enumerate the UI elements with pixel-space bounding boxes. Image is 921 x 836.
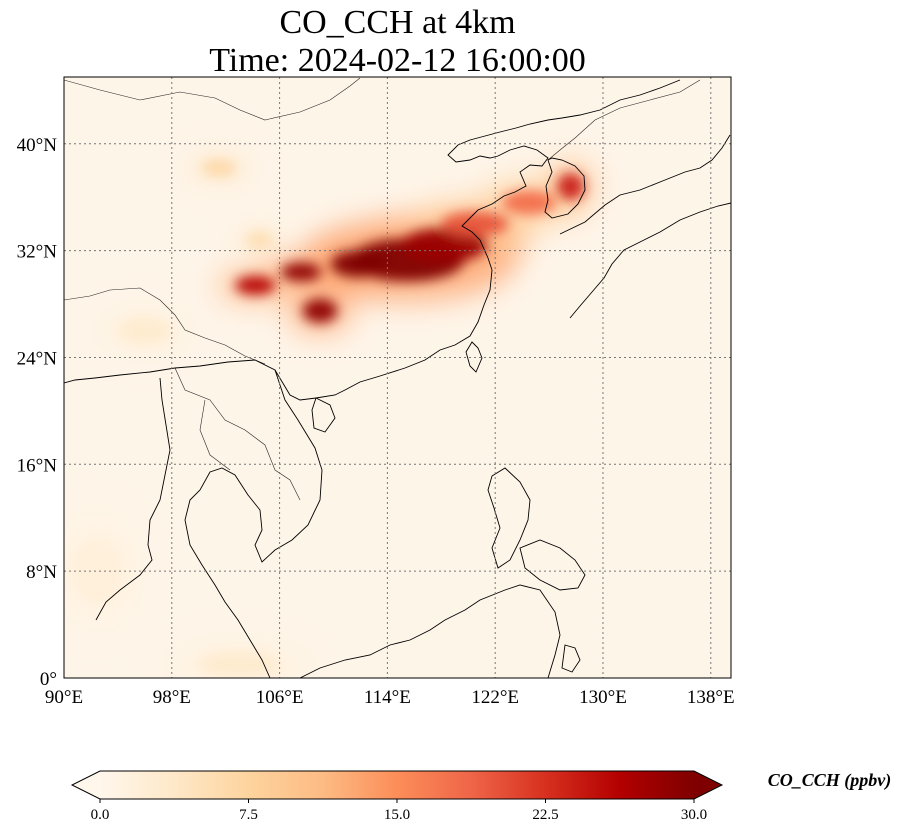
lon-tick-label: 138°E (687, 687, 735, 708)
colorbar-tick-label: 0.0 (91, 807, 110, 823)
colorbar-min-extension (72, 771, 100, 799)
lat-tick-label: 16°N (17, 455, 58, 476)
plot-frame (63, 76, 732, 679)
borders (64, 77, 701, 501)
map-title: CO_CCH at 4km (279, 4, 516, 41)
lat-tick-label: 24°N (17, 348, 58, 369)
colorbar-tick-label: 7.5 (239, 807, 258, 823)
map-plot-area[interactable] (46, 76, 732, 691)
plume-core (245, 231, 273, 248)
plume-core (400, 227, 488, 263)
lon-tick-label: 114°E (364, 687, 411, 708)
plume-core (117, 317, 172, 345)
plume-core (557, 173, 585, 200)
lat-tick-label: 40°N (17, 135, 58, 156)
plume-core (441, 211, 509, 236)
lat-tick-label: 0° (40, 669, 57, 690)
lat-tick-label: 8°N (26, 562, 57, 583)
lon-tick-label: 122°E (471, 687, 519, 708)
map-background (64, 77, 731, 678)
plume-core (235, 275, 276, 295)
colorbar-label: CO_CCH (ppbv) (767, 770, 892, 790)
lon-tick-label: 130°E (579, 687, 627, 708)
latitude-axis: 0° 8°N 16°N 24°N 32°N 40°N (17, 135, 58, 690)
plume-core (302, 298, 338, 323)
colorbar-fill (100, 771, 694, 799)
coastlines (64, 79, 731, 678)
plume-core (280, 262, 322, 282)
plume-core (198, 651, 280, 678)
lon-tick-label: 106°E (256, 687, 304, 708)
colorbar-tick-label: 22.5 (532, 807, 558, 823)
plume-core (330, 250, 385, 278)
colorbar-ticks: 0.0 7.5 15.0 22.5 30.0 (91, 799, 707, 823)
colorbar-max-extension (694, 771, 722, 799)
colorbar-tick-label: 30.0 (681, 807, 707, 823)
colorbar-tick-label: 15.0 (384, 807, 410, 823)
map-gridlines (64, 77, 731, 678)
colorbar[interactable]: 0.0 7.5 15.0 22.5 30.0 (70, 770, 724, 823)
longitude-axis: 90°E 98°E 106°E 114°E 122°E 130°E 138°E (45, 687, 735, 708)
plume-core (501, 190, 556, 215)
lat-tick-label: 32°N (17, 242, 58, 263)
plume-core (70, 537, 125, 605)
plume-core (201, 159, 237, 176)
map-time-subtitle: Time: 2024-02-12 16:00:00 (209, 42, 586, 79)
lon-tick-label: 98°E (153, 687, 191, 708)
lon-tick-label: 90°E (45, 687, 83, 708)
